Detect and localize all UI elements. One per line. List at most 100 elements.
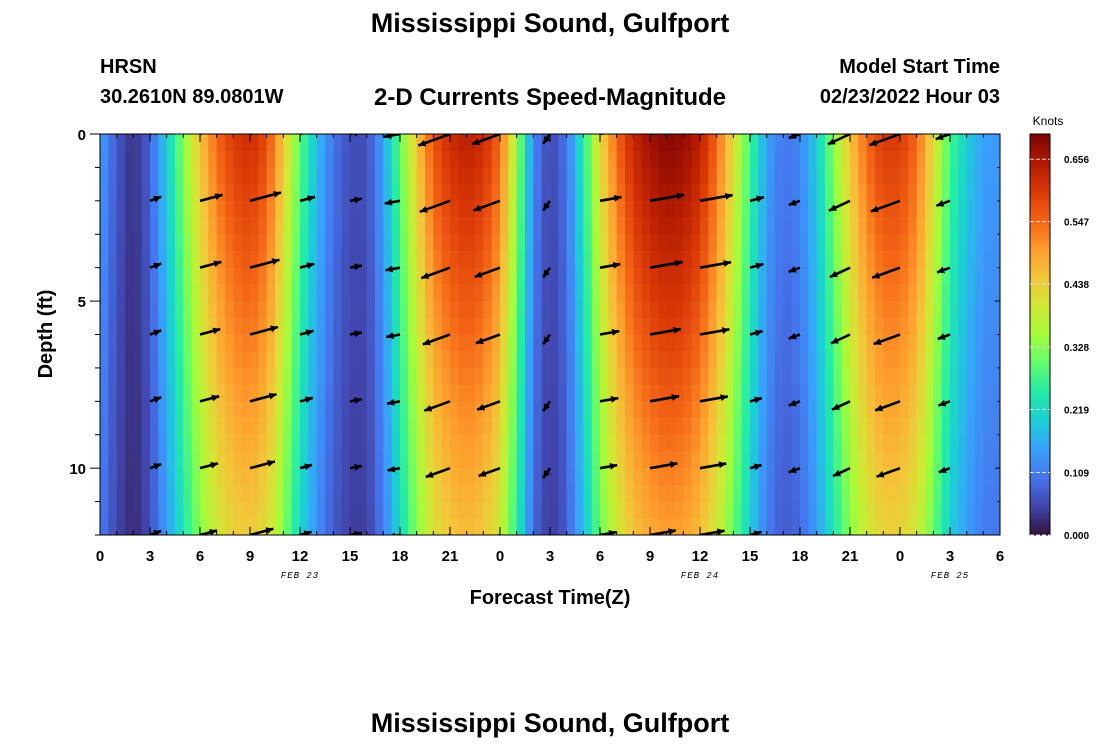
heatmap-cell bbox=[100, 401, 109, 419]
heatmap-cell bbox=[316, 200, 326, 219]
heatmap-cell bbox=[600, 384, 609, 402]
heatmap-cell bbox=[450, 200, 459, 219]
heatmap-cell bbox=[483, 501, 493, 519]
x-tick-label: 3 bbox=[946, 548, 954, 565]
heatmap-cell bbox=[758, 167, 768, 185]
heatmap-cell bbox=[341, 317, 351, 336]
current-vector-head bbox=[268, 392, 277, 400]
heatmap-cell bbox=[558, 418, 568, 436]
current-vector-head bbox=[210, 461, 219, 469]
heatmap-cell bbox=[333, 267, 343, 285]
heatmap-cell bbox=[591, 167, 601, 185]
heatmap-cell bbox=[616, 184, 626, 202]
heatmap-cell bbox=[950, 234, 959, 252]
current-vector-head bbox=[478, 470, 487, 477]
heatmap-cell bbox=[458, 317, 468, 336]
heatmap-cell bbox=[116, 434, 126, 453]
heatmap-cell bbox=[366, 317, 376, 336]
heatmap-cell bbox=[750, 468, 759, 486]
chart-subtitle: 2-D Currents Speed-Magnitude bbox=[373, 84, 727, 111]
heatmap-cell bbox=[491, 484, 501, 503]
heatmap-cell bbox=[625, 351, 634, 369]
heatmap-cell bbox=[841, 351, 851, 369]
current-vector-head bbox=[720, 394, 728, 402]
heatmap-cell bbox=[466, 367, 476, 386]
heatmap-cell bbox=[791, 317, 801, 336]
heatmap-cell bbox=[741, 518, 751, 535]
heatmap-cell bbox=[400, 150, 409, 169]
heatmap-cell bbox=[600, 301, 609, 319]
heatmap-cell bbox=[200, 301, 209, 319]
heatmap-cell bbox=[308, 267, 318, 285]
heatmap-cell bbox=[575, 501, 584, 519]
heatmap-cell bbox=[200, 351, 209, 369]
heatmap-cell bbox=[250, 167, 259, 185]
heatmap-cell bbox=[816, 351, 826, 369]
heatmap-cell bbox=[491, 184, 501, 202]
heatmap-cell bbox=[108, 418, 118, 436]
heatmap-cell bbox=[841, 451, 851, 469]
heatmap-cell bbox=[166, 367, 176, 386]
heatmap-cell bbox=[708, 518, 718, 535]
heatmap-cell bbox=[300, 184, 309, 202]
heatmap-cell bbox=[966, 418, 976, 436]
heatmap-cell bbox=[433, 434, 443, 453]
heatmap-cell bbox=[908, 451, 918, 469]
heatmap-cell bbox=[325, 501, 334, 519]
current-vector bbox=[600, 134, 608, 136]
heatmap-cell bbox=[116, 401, 126, 419]
heatmap-cell bbox=[350, 418, 359, 436]
heatmap-cell bbox=[241, 468, 251, 486]
heatmap-cell bbox=[850, 150, 859, 169]
heatmap-cell bbox=[558, 150, 568, 169]
heatmap-cell bbox=[958, 301, 968, 319]
heatmap-cell bbox=[416, 301, 426, 319]
heatmap-cell bbox=[166, 484, 176, 503]
heatmap-cell bbox=[300, 484, 309, 503]
heatmap-cell bbox=[200, 501, 209, 519]
heatmap-cell bbox=[525, 451, 534, 469]
heatmap-cell bbox=[658, 317, 668, 336]
current-vector-head bbox=[543, 470, 551, 478]
heatmap-cell bbox=[408, 434, 418, 453]
heatmap-cell bbox=[516, 234, 526, 252]
heatmap-cell bbox=[716, 167, 726, 185]
heatmap-cell bbox=[450, 217, 459, 235]
heatmap-cell bbox=[525, 134, 534, 152]
heatmap-cell bbox=[575, 367, 584, 386]
heatmap-cell bbox=[116, 134, 126, 152]
heatmap-cell bbox=[441, 518, 451, 535]
heatmap-cell bbox=[733, 200, 743, 219]
heatmap-cell bbox=[950, 518, 959, 535]
heatmap-cell bbox=[966, 301, 976, 319]
current-vector-head bbox=[384, 198, 393, 206]
heatmap-cell bbox=[908, 134, 918, 152]
heatmap-cell bbox=[116, 367, 126, 386]
heatmap-cell bbox=[258, 234, 268, 252]
heatmap-cell bbox=[291, 401, 301, 419]
heatmap-cell bbox=[625, 434, 634, 453]
heatmap-cell bbox=[158, 184, 168, 202]
heatmap-cell bbox=[283, 217, 293, 235]
heatmap-cell bbox=[741, 200, 751, 219]
heatmap-cell bbox=[650, 217, 659, 235]
heatmap-cell bbox=[241, 284, 251, 302]
x-tick-label: 6 bbox=[996, 548, 1004, 565]
heatmap-cell bbox=[516, 434, 526, 453]
current-vector-head bbox=[385, 265, 394, 273]
heatmap-cell bbox=[741, 250, 751, 269]
heatmap-cell bbox=[225, 401, 234, 419]
heatmap-cell bbox=[458, 468, 468, 486]
heatmap-cell bbox=[775, 134, 784, 152]
heatmap-cell bbox=[166, 234, 176, 252]
heatmap-cell bbox=[783, 134, 793, 152]
x-tick-label: 12 bbox=[292, 548, 309, 565]
heatmap-cell bbox=[908, 518, 918, 535]
heatmap-cell bbox=[766, 351, 776, 369]
current-vector-head bbox=[307, 195, 315, 203]
heatmap-cell bbox=[575, 284, 584, 302]
heatmap-cell bbox=[150, 150, 159, 169]
heatmap-cell bbox=[808, 451, 818, 469]
heatmap-cell bbox=[266, 418, 276, 436]
